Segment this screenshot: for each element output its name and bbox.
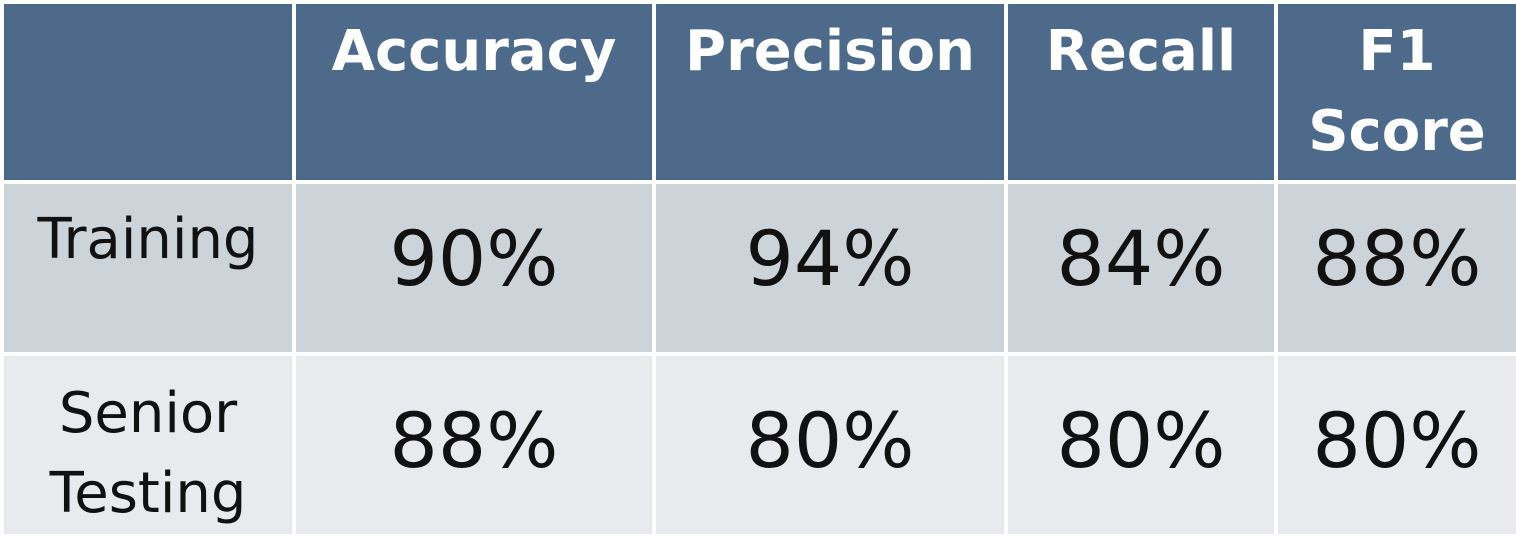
corner-cell [0, 0, 296, 184]
cell-senior-accuracy: 88% [292, 352, 656, 538]
col-header-f1-line1: F1 [1358, 19, 1436, 84]
cell-training-accuracy: 90% [292, 180, 656, 356]
col-header-f1-line2: Score [1308, 99, 1486, 164]
table-row-training: Training 90% 94% 84% 88% [0, 180, 1516, 356]
row-label-senior-line2: Testing [49, 461, 247, 526]
cell-senior-recall: 80% [1004, 352, 1278, 538]
row-label-senior-line1: Senior [58, 381, 238, 446]
row-label-training: Training [0, 180, 296, 356]
cell-senior-precision: 80% [652, 352, 1008, 538]
col-header-accuracy: Accuracy [292, 0, 656, 184]
cell-senior-f1: 80% [1274, 352, 1516, 538]
col-header-recall: Recall [1004, 0, 1278, 184]
col-header-precision: Precision [652, 0, 1008, 184]
row-label-senior-testing: Senior Testing [0, 352, 296, 538]
cell-training-recall: 84% [1004, 180, 1278, 356]
header-row: Accuracy Precision Recall F1 Score [0, 0, 1516, 184]
cell-training-precision: 94% [652, 180, 1008, 356]
table-row-senior-testing: Senior Testing 88% 80% 80% 80% [0, 352, 1516, 538]
col-header-f1-score: F1 Score [1274, 0, 1516, 184]
cell-training-f1: 88% [1274, 180, 1516, 356]
